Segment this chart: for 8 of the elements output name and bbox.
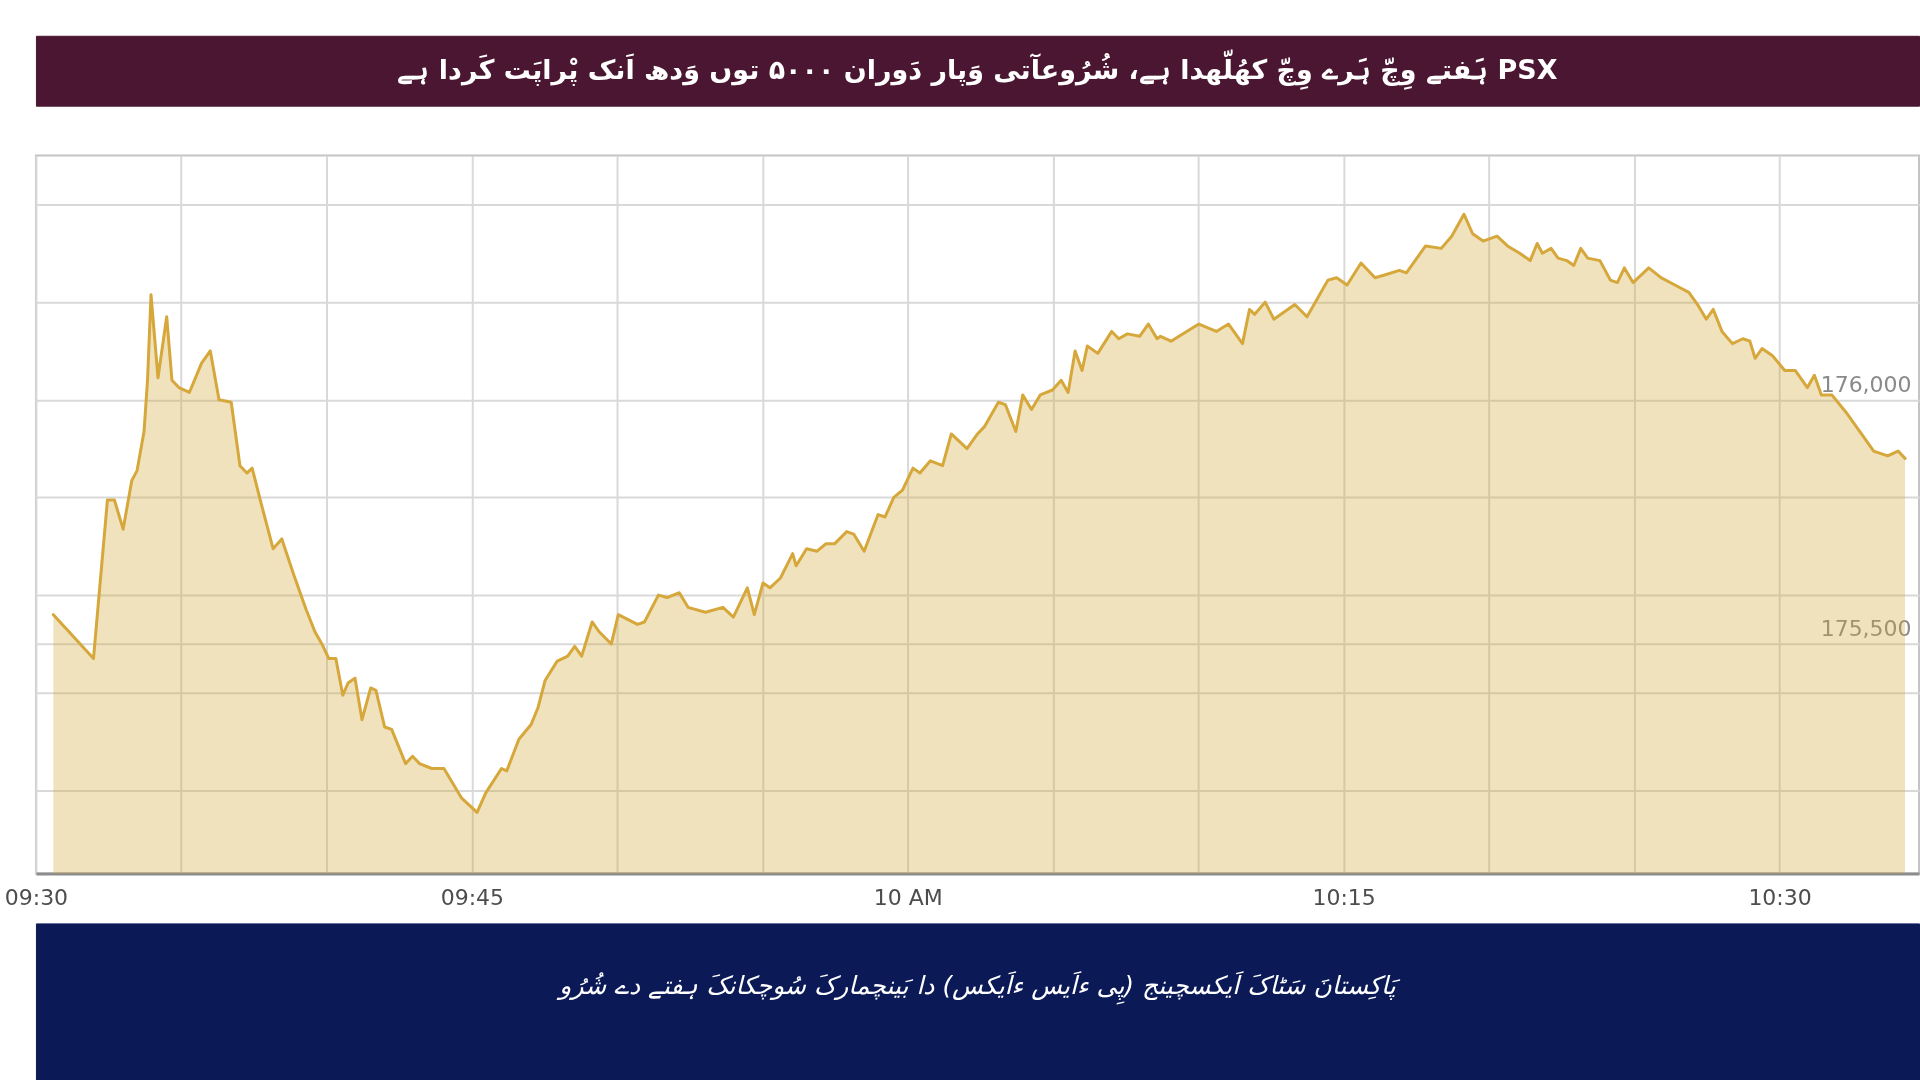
x-tick-label: 09:30 (4, 884, 69, 910)
x-tick-label: 09:45 (440, 884, 504, 910)
x-tick-label: 10 AM (873, 884, 943, 910)
y-tick-label: 176,000 (1820, 372, 1912, 398)
x-tick-label: 10:15 (1312, 884, 1376, 910)
x-tick-label: 10:30 (1748, 884, 1812, 910)
chart-title: PSX ہَفتے وِچّ ہَرے وِچّ کھُلّھدا ہے، شُرُوعآتی وَپار دَوران ۵۰۰۰ توں وَدھ اَنک پْراپَت کَردا ہے (397, 48, 1558, 90)
text: پَاکِستانَ سَٹاکَ اَیکسچینج (پِی ءاَیس ءاَیکس) دا بَینچمارکَ سُوچکانکَ ہفتے دے شُرُو (556, 970, 1402, 1005)
